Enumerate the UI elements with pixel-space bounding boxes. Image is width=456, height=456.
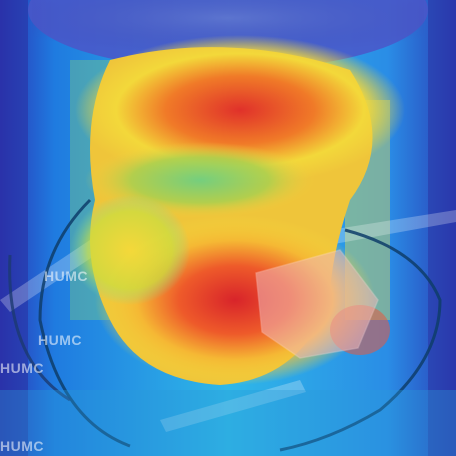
strap-left [8,254,71,402]
collar-right [279,228,442,452]
left-edge [0,0,28,456]
bottom-band [0,390,456,456]
left-glow [70,195,190,305]
collar-left [38,198,131,448]
right-edge [428,0,456,456]
gauze-pad [255,249,379,359]
